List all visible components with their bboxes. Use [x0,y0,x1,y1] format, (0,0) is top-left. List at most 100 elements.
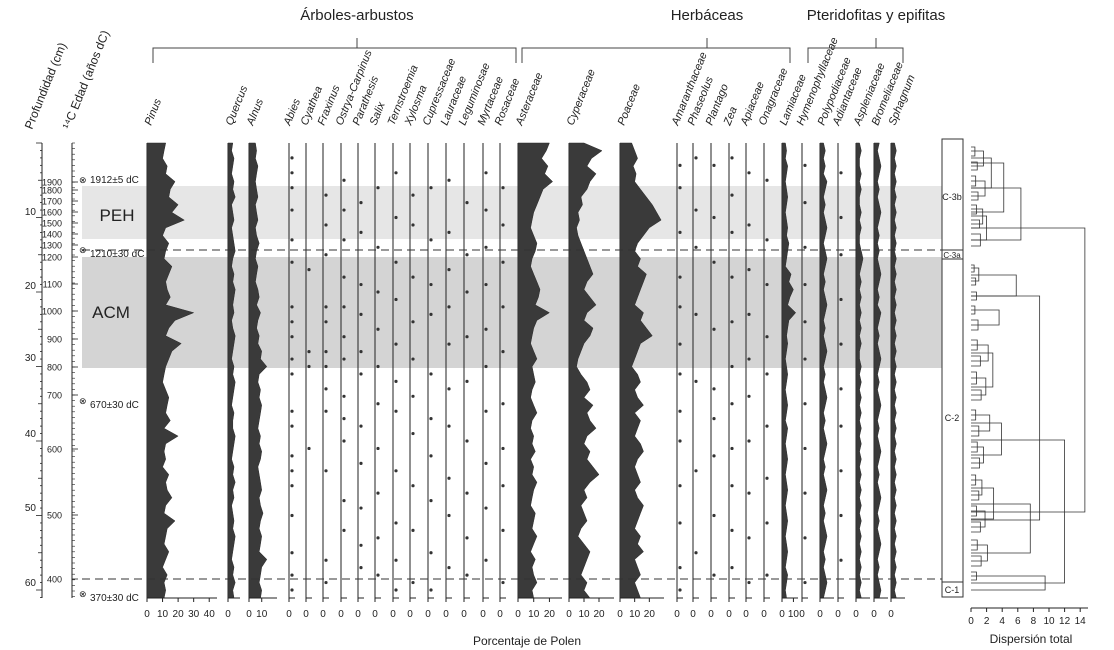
presence-dot-salix [376,491,380,495]
presence-dot-onagraceae [765,424,769,428]
pollen-curve-cyperaceae [568,142,603,599]
presence-dot-parathesis [359,350,363,354]
presence-dot-abies [290,320,294,324]
presence-dot-zea [730,446,734,451]
dendro-tick-label: 2 [984,616,990,627]
presence-dot-abies [290,372,294,376]
x-tick-label-pinus: 40 [204,609,216,620]
x-tick-label-xylosma: 0 [407,609,413,620]
dendro-link [971,277,977,286]
presence-dot-lauraceae [447,387,451,391]
dendro-link [971,227,1086,513]
presence-dot-fraxinus [324,580,328,585]
group-title-trees: Árboles-arbustos [300,7,413,24]
presence-dot-adiantaceae [839,215,843,220]
presence-dot-adiantaceae [839,558,843,562]
presence-dot-myrtaceae [484,245,488,249]
presence-dot-lauraceae [447,342,451,346]
presence-dot-rosaceae [501,484,505,488]
presence-dot-abies [290,469,294,473]
x-tick-label-pinus: 0 [144,609,150,620]
x-tick-label-plantago: 0 [708,609,714,620]
presence-dot-ternstroemia [394,171,398,175]
presence-dot-ternstroemia [394,379,398,383]
presence-dot-leguminosae [465,439,469,443]
presence-dot-phaseolus [694,312,698,316]
age-tick-label: 1900 [42,178,62,188]
age-tick-label: 1300 [42,241,62,251]
presence-dot-abies [290,305,294,309]
age-tick-label: 700 [47,391,62,401]
presence-dot-lauraceae [447,268,451,272]
x-tick-label-aspleniaceae: 0 [853,609,859,620]
dendro-link [971,295,1041,521]
presence-dot-hymenophyllaceae [803,580,807,585]
presence-dot-lauraceae [447,566,451,570]
presence-dot-abies [290,424,294,428]
presence-dot-xylosma [411,223,415,227]
x-tick-label-alnus: 10 [256,609,268,620]
presence-dot-rosaceae [501,580,505,585]
presence-dot-ternstroemia [394,260,398,264]
x-tick-label-polypodiaceae: 0 [817,609,823,620]
dendro-link [971,267,980,282]
pollen-curve-quercus [227,142,236,599]
x-tick-label-lamiaceae: 0 [779,609,785,620]
presence-dot-leguminosae [465,379,469,383]
presence-dot-xylosma [411,275,415,279]
presence-dot-abies [290,409,294,413]
age-tick-label: 1100 [43,280,62,290]
presence-dot-rosaceae [501,350,505,354]
presence-dot-cupressaceae [429,312,433,316]
presence-dot-plantago [712,513,716,518]
presence-dot-myrtaceae [484,558,488,562]
age-tick-label: 1700 [42,197,62,207]
presence-dot-myrtaceae [484,171,488,175]
presence-dot-hymenophyllaceae [803,201,807,205]
presence-dot-zea [730,193,734,197]
presence-dot-ostrya-carpinus [342,499,346,503]
presence-dot-abies [290,551,294,555]
presence-dot-ternstroemia [394,342,398,346]
x-tick-label-poaceae: 20 [644,609,656,620]
presence-dot-plantago [712,163,716,167]
dendro-tick-label: 10 [1043,616,1055,627]
presence-dot-cupressaceae [429,372,433,376]
presence-dot-hymenophyllaceae [803,357,807,361]
group-title-herbs: Herbáceas [671,7,744,24]
group-bracket-ferns [807,38,904,63]
x-tick-label-bromeliaceae: 0 [871,609,877,620]
dendro-link [971,309,1000,326]
presence-dot-fraxinus [324,350,328,354]
presence-dot-ternstroemia [394,409,398,413]
presence-dot-cupressaceae [429,551,433,555]
presence-dot-hymenophyllaceae [803,491,807,495]
presence-dot-amaranthaceae [678,305,682,309]
taxon-label-zea: Zea [721,105,740,128]
group-title-ferns: Pteridofitas y epifitas [807,7,945,24]
presence-dot-abies [290,454,294,458]
date-label-370: 370±30 dC [90,593,139,604]
presence-dot-parathesis [359,506,363,510]
presence-dot-adiantaceae [839,342,843,346]
age-tick-label: 1200 [42,253,62,263]
presence-dot-adiantaceae [839,171,843,175]
presence-dot-plantago [712,327,716,331]
presence-dot-lauraceae [447,424,451,428]
dendro-link [971,422,1002,456]
presence-dot-ostrya-carpinus [342,394,346,398]
x-tick-label-pinus: 20 [173,609,185,620]
group-bracket-herbs [521,38,791,63]
presence-dot-cyathea [307,268,311,272]
date-label-1210: 1210±30 dC [90,249,144,260]
presence-dot-ternstroemia [394,588,398,592]
presence-dot-abies [290,156,294,160]
presence-dot-amaranthaceae [678,372,682,376]
presence-dot-apiaceae [747,171,751,175]
presence-dot-parathesis [359,461,363,465]
pollen-curve-aspleniaceae [855,142,864,599]
presence-dot-cyathea [307,364,311,369]
presence-dot-abies [290,208,294,212]
presence-dot-abies [290,513,294,518]
